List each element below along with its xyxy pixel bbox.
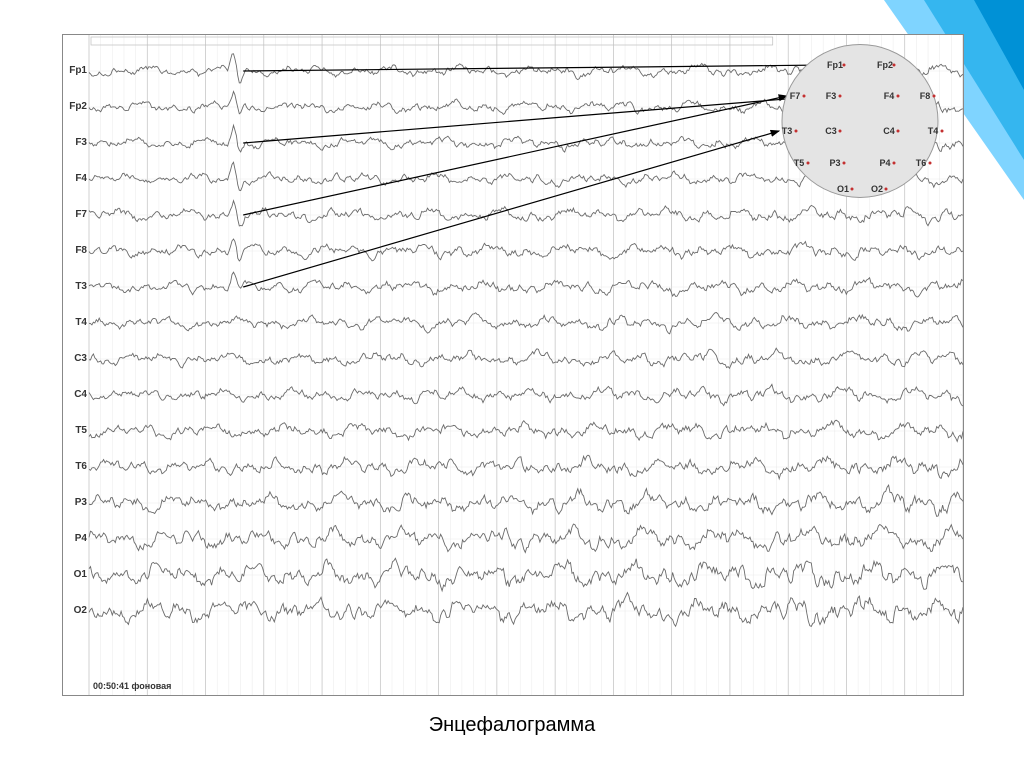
figure-caption: Энцефалограмма <box>0 714 1024 737</box>
channel-label-fp1: Fp1 <box>63 65 87 76</box>
electrode-label-f3: F3 <box>826 91 837 101</box>
eeg-trace-f7 <box>89 201 963 226</box>
channel-label-t6: T6 <box>63 461 87 472</box>
channel-label-c3: C3 <box>63 353 87 364</box>
footer-timestamp: 00:50:41 фоновая <box>93 681 171 691</box>
electrode-label-p4: P4 <box>879 158 890 168</box>
channel-label-p4: P4 <box>63 533 87 544</box>
electrode-head-diagram: Fp1 Fp2 F7 F3 F4 F8 T3 C3 C4 T4 T5 P3 P4 T6 O1 O2 <box>765 41 955 201</box>
eeg-trace-p4 <box>89 524 963 552</box>
eeg-trace-o1 <box>89 558 963 591</box>
channel-label-fp2: Fp2 <box>63 101 87 112</box>
electrode-label-fp1: Fp1 <box>827 60 843 70</box>
electrode-label-t3: T3 <box>782 126 793 136</box>
electrode-label-o1: O1 <box>837 184 849 194</box>
channel-label-t4: T4 <box>63 317 87 328</box>
electrode-label-p3: P3 <box>829 158 840 168</box>
channel-label-t5: T5 <box>63 425 87 436</box>
channel-label-p3: P3 <box>63 497 87 508</box>
electrode-label-o2: O2 <box>871 184 883 194</box>
channel-label-f3: F3 <box>63 137 87 148</box>
electrode-label-c3: C3 <box>825 126 837 136</box>
electrode-label-t5: T5 <box>794 158 805 168</box>
eeg-trace-p3 <box>89 485 963 516</box>
eeg-trace-f8 <box>89 239 963 261</box>
channel-label-c4: C4 <box>63 389 87 400</box>
eeg-trace-o2 <box>89 593 963 627</box>
channel-label-f7: F7 <box>63 209 87 220</box>
electrode-label-f4: F4 <box>884 91 895 101</box>
electrode-label-f7: F7 <box>790 91 801 101</box>
eeg-trace-c3 <box>89 348 963 368</box>
head-svg <box>765 41 955 201</box>
channel-label-t3: T3 <box>63 281 87 292</box>
electrode-label-f8: F8 <box>920 91 931 101</box>
channel-label-f8: F8 <box>63 245 87 256</box>
electrode-label-fp2: Fp2 <box>877 60 893 70</box>
channel-label-o1: O1 <box>63 569 87 580</box>
electrode-label-c4: C4 <box>883 126 895 136</box>
channel-label-f4: F4 <box>63 173 87 184</box>
eeg-chart: Fp1 Fp2 F3 F4 F7 F8 T3 T4 C3 C4 T5 T6 P3 P4 O1 O2 00:50… <box>62 34 964 696</box>
electrode-label-t6: T6 <box>916 158 927 168</box>
channel-label-o2: O2 <box>63 605 87 616</box>
eeg-trace-c4 <box>89 384 963 406</box>
eeg-trace-t3 <box>89 272 963 297</box>
electrode-label-t4: T4 <box>928 126 939 136</box>
